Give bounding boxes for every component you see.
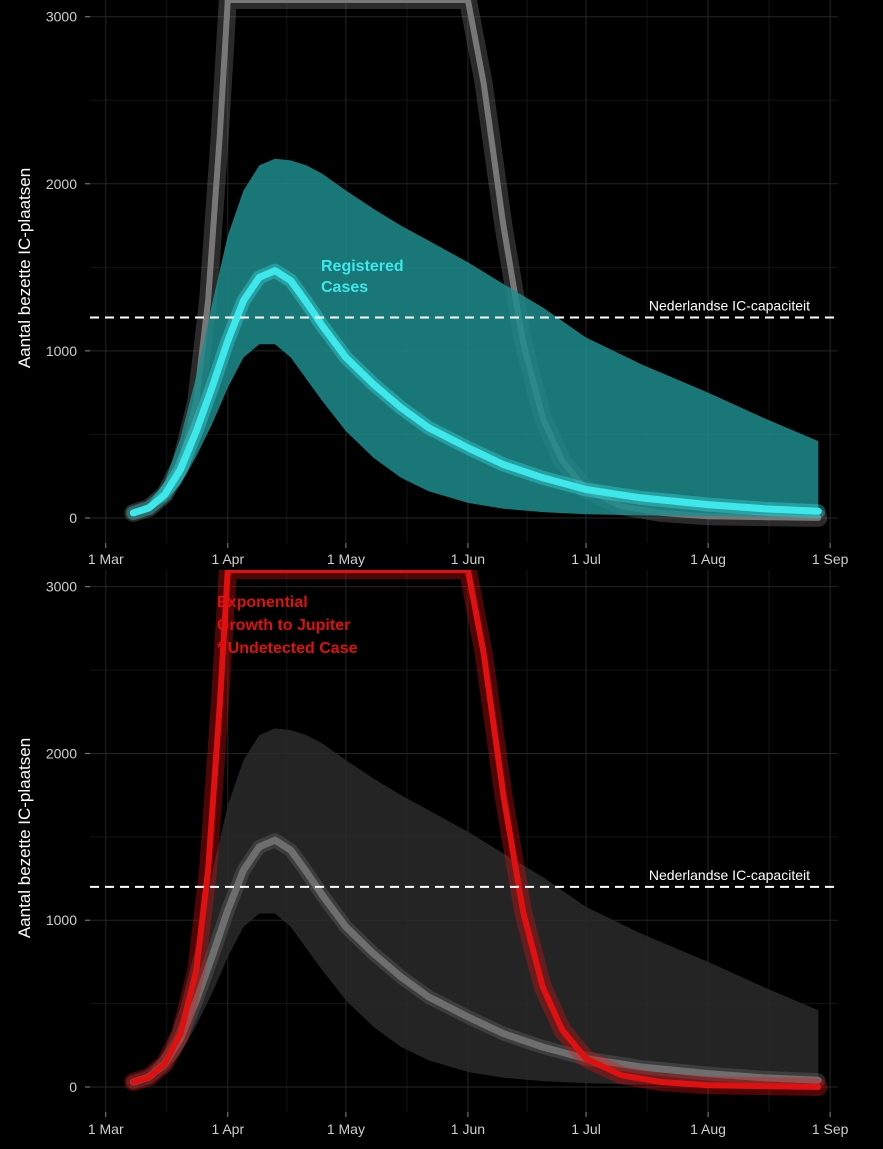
- y-tick-label: 2000: [46, 176, 77, 192]
- x-tick-label: 1 Aug: [690, 1121, 726, 1137]
- x-tick-label: 1 May: [327, 551, 365, 567]
- y-tick-label: 0: [69, 510, 77, 526]
- x-tick-label: 1 May: [327, 1121, 365, 1137]
- y-tick-label: 1000: [46, 912, 77, 928]
- x-tick-label: 1 Apr: [211, 1121, 244, 1137]
- x-tick-label: 1 Sep: [812, 551, 849, 567]
- x-tick-label: 1 Apr: [211, 551, 244, 567]
- capacity-label: Nederlandse IC-capaciteit: [649, 867, 810, 883]
- x-tick-label: 1 Jul: [571, 1121, 601, 1137]
- x-tick-label: 1 Mar: [88, 551, 124, 567]
- y-tick-label: 3000: [46, 579, 77, 595]
- y-axis-label: Aantal bezette IC-plaatsen: [15, 168, 34, 368]
- x-tick-label: 1 Mar: [88, 1121, 124, 1137]
- y-tick-label: 3000: [46, 9, 77, 25]
- y-tick-label: 1000: [46, 343, 77, 359]
- y-axis-label: Aantal bezette IC-plaatsen: [15, 738, 34, 938]
- x-tick-label: 1 Jun: [451, 1121, 485, 1137]
- x-tick-label: 1 Jun: [451, 551, 485, 567]
- y-tick-label: 0: [69, 1079, 77, 1095]
- x-tick-label: 1 Jul: [571, 551, 601, 567]
- x-tick-label: 1 Aug: [690, 551, 726, 567]
- x-tick-label: 1 Sep: [812, 1121, 849, 1137]
- capacity-label: Nederlandse IC-capaciteit: [649, 297, 810, 313]
- y-tick-label: 2000: [46, 745, 77, 761]
